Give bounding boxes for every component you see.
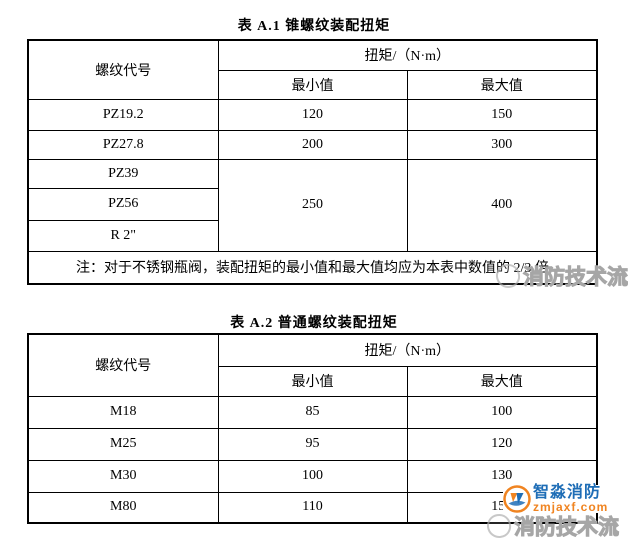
- a2-code-cell: M25: [27, 427, 219, 461]
- a2-code-cell: M18: [27, 395, 219, 429]
- a1-code-cell: PZ56: [27, 187, 219, 221]
- table-row: PZ19.2 120 150: [27, 98, 598, 131]
- a1-header-torque: 扭矩/（N·m）: [217, 39, 598, 71]
- a1-min-cell: 120: [217, 98, 408, 131]
- a1-code-cell: PZ27.8: [27, 129, 219, 160]
- zm-logo-text-block: 智淼消防 zmjaxf.com: [533, 484, 609, 514]
- a1-min-cell: 200: [217, 129, 408, 160]
- zm-brand-logo: 智淼消防 zmjaxf.com: [503, 484, 609, 514]
- table-row: M25 95 120: [27, 427, 598, 461]
- table-row: PZ39 250 400: [27, 158, 598, 252]
- table-row: PZ27.8 200 300: [27, 129, 598, 160]
- a2-header-code: 螺纹代号: [27, 333, 219, 397]
- a1-min-cell-merged: 250: [217, 158, 408, 252]
- table-a1: 螺纹代号 扭矩/（N·m） 最小值 最大值 PZ19.2 120 150 PZ2…: [27, 39, 598, 285]
- a2-max-cell: 120: [406, 427, 598, 461]
- zm-brand-name: 智淼消防: [533, 484, 602, 501]
- a1-header-min: 最小值: [217, 69, 408, 100]
- a1-max-cell: 150: [406, 98, 598, 131]
- a2-code-cell: M80: [27, 491, 219, 524]
- a2-min-cell: 100: [217, 459, 408, 493]
- table-a1-title: 表 A.1 锥螺纹装配扭矩: [237, 19, 391, 34]
- a2-min-cell: 110: [217, 491, 408, 524]
- table-a2: 螺纹代号 扭矩/（N·m） 最小值 最大值 M18 85 100 M25 95 …: [27, 333, 598, 524]
- a2-max-cell: 100: [406, 395, 598, 429]
- table-row: 最小值 最大值: [28, 365, 598, 397]
- a1-code-cell: R 2": [27, 219, 219, 252]
- a1-max-cell: 300: [406, 129, 598, 160]
- a1-header-max: 最大值: [406, 69, 598, 100]
- table-row: 最小值 最大值: [28, 69, 598, 100]
- a1-header-code: 螺纹代号: [27, 39, 219, 100]
- table-row: M80 110 150: [27, 491, 598, 524]
- a1-code-cell: PZ19.2: [27, 98, 219, 131]
- table-row: R 2": [27, 219, 597, 252]
- a2-header-max: 最大值: [406, 365, 598, 397]
- table-row: M18 85 100: [27, 395, 598, 429]
- table-row: 螺纹代号 扭矩/（N·m）: [27, 39, 598, 100]
- table-a2-title: 表 A.2 普通螺纹装配扭矩: [230, 316, 398, 331]
- a2-header-torque: 扭矩/（N·m）: [217, 333, 598, 367]
- a1-note: 注：对于不锈钢瓶阀，装配扭矩的最小值和最大值均应为本表中数值的 2/3 倍: [27, 250, 598, 285]
- a2-min-cell: 95: [217, 427, 408, 461]
- zm-logo-icon: [503, 485, 531, 513]
- a1-max-cell-merged: 400: [406, 158, 598, 252]
- a1-code-cell: PZ39: [27, 158, 219, 189]
- table-row: 注：对于不锈钢瓶阀，装配扭矩的最小值和最大值均应为本表中数值的 2/3 倍: [27, 250, 598, 285]
- a2-code-cell: M30: [27, 459, 219, 493]
- table-row: 螺纹代号 扭矩/（N·m）: [27, 333, 598, 397]
- a2-header-min: 最小值: [217, 365, 408, 397]
- a2-min-cell: 85: [217, 395, 408, 429]
- zm-site-url: zmjaxf.com: [533, 500, 609, 514]
